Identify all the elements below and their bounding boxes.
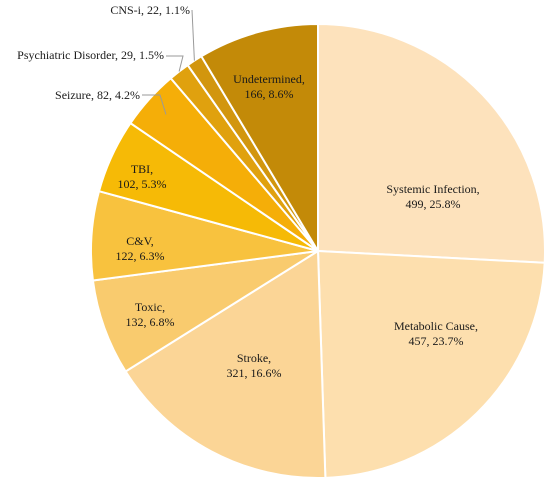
label-tbi: TBI, 102, 5.3% <box>118 162 167 191</box>
label-toxic: Toxic, 132, 6.8% <box>126 300 175 329</box>
slice-undetermined <box>199 22 319 255</box>
label-c-v: C&V, 122, 6.3% <box>116 234 165 263</box>
label-stroke: Stroke, 321, 16.6% <box>227 351 282 380</box>
label-psychiatric-disorder: Psychiatric Disorder, 29, 1.5% <box>17 48 164 62</box>
slice-systemic-infection <box>317 22 546 264</box>
slice-labels: Systemic Infection, 499, 25.8% Metabolic C… <box>17 3 479 380</box>
label-metabolic-cause: Metabolic Cause, 457, 23.7% <box>394 319 478 348</box>
label-systemic-infection: Systemic Infection, 499, 25.8% <box>386 182 479 211</box>
leader-cns-i <box>191 9 195 61</box>
leader-psychiatric-disorder <box>166 55 184 72</box>
slice-stroke <box>124 249 327 479</box>
label-cns-i: CNS-i, 22, 1.1% <box>110 3 190 17</box>
label-undetermined: Undetermined, 166, 8.6% <box>233 72 305 101</box>
label-seizure: Seizure, 82, 4.2% <box>55 88 140 102</box>
leader-lines <box>142 9 195 115</box>
slice-metabolic-cause <box>316 249 546 479</box>
pie-slices <box>90 22 546 479</box>
leader-seizure <box>142 94 167 115</box>
